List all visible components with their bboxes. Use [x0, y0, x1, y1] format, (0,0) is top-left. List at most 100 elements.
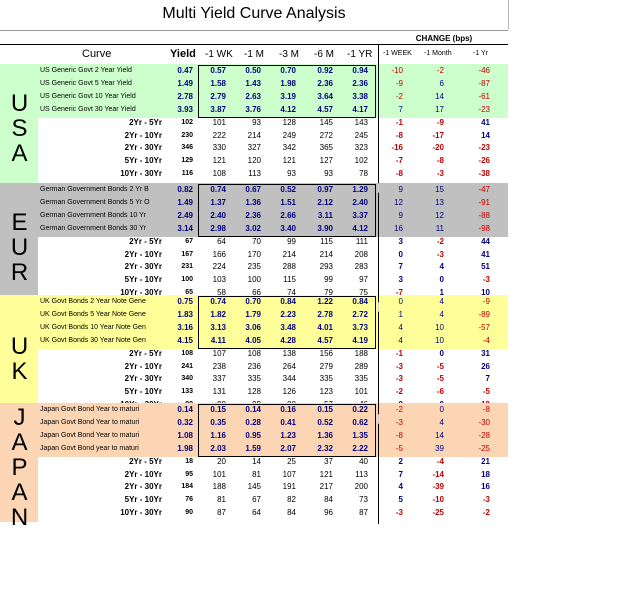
history-value: 111: [355, 236, 368, 246]
history-value: 2.36: [245, 210, 261, 220]
history-value: 2.66: [280, 210, 296, 220]
yield-value: 67: [185, 237, 193, 245]
change-value: -2: [395, 387, 403, 397]
history-value: 0.74: [210, 185, 226, 194]
history-value: 81: [217, 495, 226, 505]
history-value: 2.40: [352, 197, 368, 207]
header-1wk: -1 WK: [205, 49, 233, 60]
curve-name: German Government Bonds 2 Yr B: [40, 186, 149, 193]
yield-value: 102: [181, 118, 193, 126]
history-value: 1.59: [245, 443, 261, 453]
history-value: 1.58: [210, 78, 226, 88]
history-value: 335: [354, 374, 368, 384]
yield-value: 4.15: [177, 335, 193, 345]
yield-value: 18: [185, 457, 193, 465]
change-value: -3: [436, 169, 444, 179]
history-value: 289: [354, 361, 368, 371]
history-value: 113: [355, 469, 368, 479]
change-value: -38: [478, 169, 490, 179]
history-value: 2.40: [210, 210, 226, 220]
history-value: 238: [212, 361, 226, 371]
change-value: 44: [481, 236, 490, 246]
yield-value: 340: [181, 375, 193, 383]
history-value: 1.51: [280, 197, 296, 207]
history-value: 102: [354, 156, 368, 166]
title-divider: [508, 0, 509, 30]
japan-label-letter: P: [11, 453, 27, 481]
history-value: 1.35: [352, 430, 368, 440]
change-value: -8: [395, 169, 403, 179]
change-value: -87: [478, 78, 490, 88]
history-value: 0.28: [245, 417, 261, 427]
history-value: 2.23: [280, 309, 296, 319]
history-value: 121: [212, 156, 226, 166]
history-value: 101: [354, 387, 368, 397]
change-value: -9: [436, 117, 444, 127]
japan-gov-block: [0, 403, 378, 457]
spread-row: 5Yr - 10Yr 133 131 128 126 123 101 -2 -6 -5: [0, 386, 508, 398]
change-value: -8: [395, 430, 403, 440]
history-value: 3.48: [280, 322, 296, 332]
curve-name: Japan Govt Bond Year to maturi: [40, 406, 140, 413]
change-value: 7: [398, 262, 403, 272]
change-value: 41: [481, 117, 490, 127]
eur-label-letter: E: [11, 208, 27, 236]
change-value: 14: [435, 430, 444, 440]
change-value: 10: [435, 322, 444, 332]
header-change-1week: -1 WEEK: [383, 50, 412, 57]
yield-value: 3.93: [177, 104, 193, 114]
history-value: 1.22: [317, 297, 333, 306]
title-bar: [0, 0, 508, 31]
history-value: 3.02: [245, 223, 261, 233]
curve-name: 2Yr - 30Yr: [124, 374, 162, 384]
history-value: 224: [212, 262, 226, 272]
history-value: 235: [247, 262, 261, 272]
history-value: 2.79: [210, 91, 226, 101]
history-value: 1.43: [245, 78, 261, 88]
change-value: 41: [481, 249, 490, 259]
japan-gov-change-bg: [379, 403, 508, 457]
change-value: 2: [398, 456, 403, 466]
history-value: 0.94: [352, 66, 368, 75]
history-value: 93: [252, 117, 261, 127]
spread-row: 10Yr - 30Yr 65 58 66 74 79 75 -7 1 10: [0, 287, 508, 299]
history-value: 4.05: [245, 335, 261, 345]
history-value: 3.19: [280, 91, 296, 101]
history-value: 3.40: [280, 223, 296, 233]
history-value: 14: [252, 456, 261, 466]
yield-value: 133: [181, 388, 193, 396]
yield-value: 0.75: [177, 297, 193, 306]
change-value: -4: [482, 335, 490, 345]
change-value: 0: [439, 405, 444, 414]
change-value: -2: [482, 508, 490, 518]
history-value: 4.12: [280, 104, 296, 114]
eur-label-letter: U: [10, 233, 28, 261]
change-value: -98: [478, 223, 490, 233]
history-value: 2.07: [280, 443, 296, 453]
yield-value: 1.49: [177, 197, 193, 207]
bond-row: German Government Bonds 10 Yr 2.49 2.40 2.3…: [0, 210, 508, 222]
yield-value: 0.47: [177, 66, 193, 75]
header-yield: Yield: [170, 48, 196, 60]
curve-name: 2Yr - 30Yr: [124, 143, 162, 153]
change-value: -10: [391, 66, 403, 75]
history-value: 2.63: [245, 91, 261, 101]
curve-name: US Generic Govt 30 Year Yield: [40, 105, 136, 113]
header-3m: -3 M: [279, 49, 299, 60]
history-value: 115: [320, 236, 333, 246]
yield-value: 2.78: [177, 91, 193, 101]
change-value: -25: [432, 508, 444, 518]
history-value: 1.82: [210, 309, 226, 319]
history-value: 123: [319, 387, 333, 397]
history-value: 120: [247, 156, 261, 166]
yield-value: 230: [181, 131, 193, 139]
change-value: 0: [398, 297, 403, 306]
curve-name: 2Yr - 5Yr: [129, 117, 162, 127]
spread-row: 2Yr - 5Yr 18 20 14 25 37 40 2 -4 21: [0, 456, 508, 468]
history-value: 101: [212, 469, 226, 479]
usa-label-letter: A: [11, 139, 27, 167]
yield-value: 1.08: [177, 430, 193, 440]
change-value: 3: [398, 275, 403, 285]
history-value: 37: [324, 456, 333, 466]
